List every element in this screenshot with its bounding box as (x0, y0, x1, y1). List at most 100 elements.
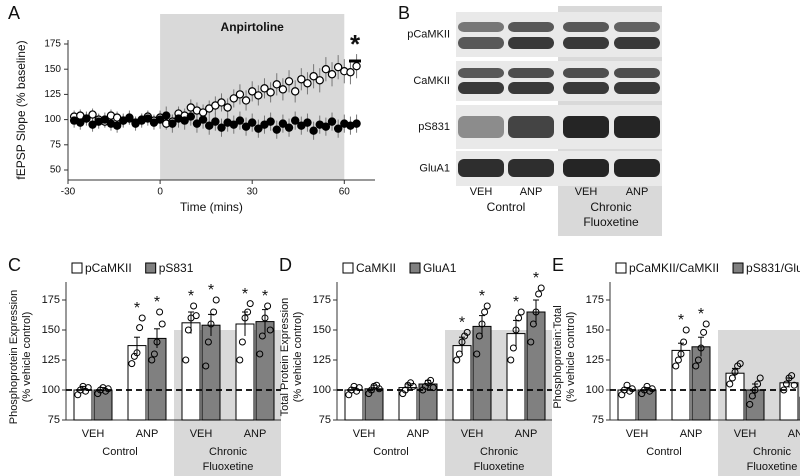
individual-point (674, 356, 682, 364)
individual-point (535, 290, 543, 298)
significance-star: * (208, 282, 214, 299)
y-tick-label: 125 (44, 89, 61, 100)
individual-point (731, 368, 739, 376)
significance-star: * (154, 294, 160, 311)
individual-point (700, 328, 708, 336)
individual-point (694, 356, 702, 364)
blot-band (563, 68, 609, 78)
individual-point (537, 284, 545, 292)
x-tick-label: 0 (157, 187, 163, 198)
data-point (327, 70, 337, 79)
y-tick-label: 75 (319, 414, 331, 426)
blot-band (563, 22, 609, 32)
individual-point (427, 376, 435, 384)
y-tick-label: 50 (50, 165, 62, 176)
y-tick-label: 100 (586, 384, 604, 396)
x-tick-label: -30 (61, 187, 76, 198)
data-point (155, 115, 165, 124)
individual-point (190, 302, 198, 310)
data-point (100, 115, 110, 124)
data-point (217, 123, 226, 132)
individual-point (509, 344, 517, 352)
individual-point (244, 308, 252, 316)
legend-label: pCaMKII (85, 261, 132, 275)
bar (398, 387, 418, 421)
data-point (266, 117, 275, 126)
x-tick-label: ANP (244, 428, 267, 440)
blot-band (563, 159, 609, 177)
x-tick-label: VEH (461, 428, 484, 440)
blot-band (563, 37, 609, 49)
significance-star: * (459, 315, 465, 332)
significance-star: * (533, 270, 539, 287)
individual-point (204, 338, 212, 346)
blot-band (458, 159, 504, 177)
individual-point (138, 314, 146, 322)
individual-point (455, 350, 463, 358)
significance-star: * (678, 312, 684, 329)
individual-point (475, 332, 483, 340)
data-point (260, 84, 269, 93)
significance-star: * (134, 300, 140, 317)
individual-point (473, 350, 481, 358)
data-point (290, 87, 300, 96)
data-point (254, 124, 263, 133)
individual-point (158, 320, 166, 328)
x-tick-label: VEH (190, 428, 213, 440)
individual-point (736, 360, 744, 368)
individual-point (702, 320, 710, 328)
blot-strip (456, 12, 662, 57)
blot-band (458, 82, 504, 94)
data-point (198, 115, 208, 124)
row-label: CaMKII (413, 75, 450, 87)
data-point (266, 88, 275, 97)
x-tick-label: ANP (515, 428, 538, 440)
x-tick-label: ANP (136, 428, 159, 440)
group-label: Fluoxetine (203, 461, 254, 473)
y-tick-label: 175 (313, 294, 331, 306)
individual-point (136, 324, 144, 332)
blot-band (508, 159, 554, 177)
individual-point (481, 308, 489, 316)
data-point (143, 114, 153, 123)
individual-point (246, 300, 254, 308)
y-tick-label: 150 (586, 324, 604, 336)
data-point (186, 112, 195, 121)
individual-point (692, 362, 700, 370)
blot-band (508, 116, 554, 138)
significance-star: * (188, 288, 194, 305)
blot-band (508, 22, 554, 32)
legend-label: pS831 (159, 261, 194, 275)
legend-swatch (145, 262, 157, 274)
data-point (162, 111, 171, 120)
individual-point (156, 308, 164, 316)
significance-star: * (242, 286, 248, 303)
individual-point (210, 308, 218, 316)
individual-point (672, 362, 680, 370)
bar (472, 325, 492, 421)
blot-band (508, 37, 554, 49)
y-tick-label: 125 (313, 354, 331, 366)
individual-point (429, 384, 437, 392)
group-label: Control (373, 446, 408, 458)
panel-letter: D (279, 255, 292, 275)
x-tick-label: 30 (247, 187, 259, 198)
individual-point (623, 381, 631, 389)
individual-point (150, 350, 158, 358)
individual-point (782, 380, 790, 388)
data-point (217, 98, 226, 107)
row-label: pS831 (418, 121, 450, 133)
bar (235, 323, 255, 421)
individual-point (628, 385, 636, 393)
bar (344, 389, 364, 421)
y-axis-label: (% vehicle control) (292, 312, 304, 402)
y-tick-label: 100 (44, 114, 61, 125)
x-tick-label: VEH (734, 428, 757, 440)
data-point (241, 122, 251, 131)
annotation: Anpirtoline (221, 20, 285, 34)
y-tick-label: 125 (586, 354, 604, 366)
group-label: Control (487, 200, 526, 214)
individual-point (192, 312, 200, 320)
individual-point (236, 356, 244, 364)
